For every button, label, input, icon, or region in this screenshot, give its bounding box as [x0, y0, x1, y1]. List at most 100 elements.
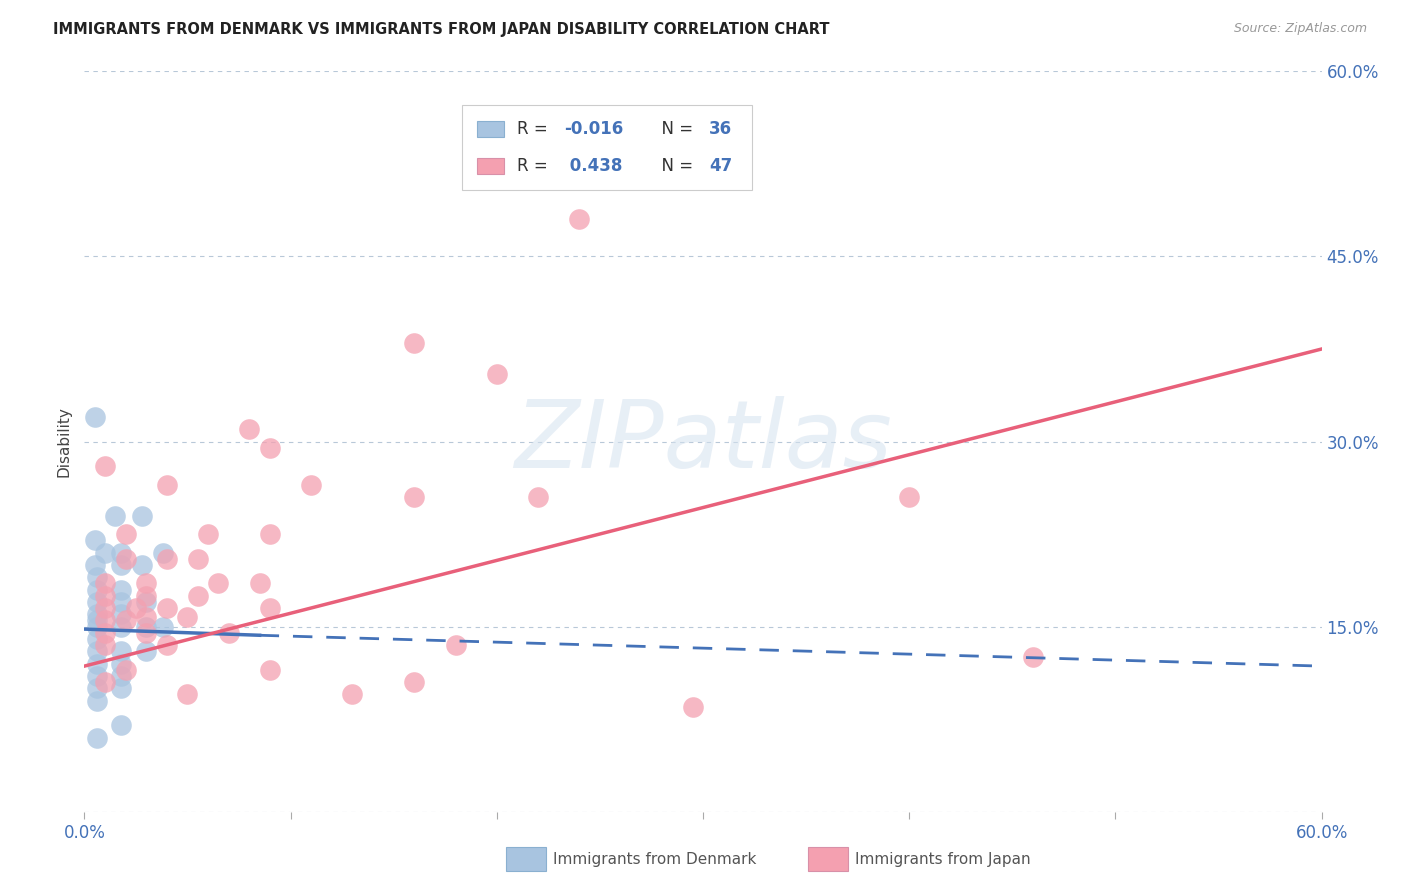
Text: 36: 36	[709, 120, 733, 138]
Text: 47: 47	[709, 157, 733, 175]
Point	[86, 570, 108, 584]
Point	[110, 681, 132, 696]
Point	[135, 619, 157, 633]
Point	[299, 477, 322, 491]
Point	[152, 546, 174, 560]
Point	[94, 638, 117, 652]
Point	[682, 699, 704, 714]
Point	[259, 441, 281, 455]
Point	[404, 490, 426, 504]
FancyBboxPatch shape	[477, 158, 503, 174]
Point	[630, 113, 652, 128]
Point	[156, 601, 179, 615]
Text: N =: N =	[651, 157, 699, 175]
Point	[485, 367, 508, 381]
Point	[86, 681, 108, 696]
Point	[131, 508, 153, 523]
Point	[135, 644, 157, 658]
Point	[94, 546, 117, 560]
Point	[94, 614, 117, 628]
Point	[114, 663, 136, 677]
Point	[86, 644, 108, 658]
Point	[156, 477, 179, 491]
Point	[342, 688, 364, 702]
Point	[114, 527, 136, 541]
Point	[135, 625, 157, 640]
Point	[176, 609, 198, 624]
Point	[135, 595, 157, 609]
Point	[110, 558, 132, 572]
Point	[83, 533, 105, 548]
Point	[259, 601, 281, 615]
Point	[187, 551, 209, 566]
FancyBboxPatch shape	[477, 121, 503, 137]
Point	[898, 490, 921, 504]
Point	[110, 546, 132, 560]
Point	[1022, 650, 1045, 665]
Point	[83, 558, 105, 572]
Point	[527, 490, 550, 504]
Point	[404, 675, 426, 690]
Point	[86, 619, 108, 633]
Point	[197, 527, 219, 541]
FancyBboxPatch shape	[461, 104, 752, 190]
Text: R =: R =	[517, 157, 554, 175]
Text: Source: ZipAtlas.com: Source: ZipAtlas.com	[1233, 22, 1367, 36]
Text: 0.438: 0.438	[564, 157, 623, 175]
Point	[94, 576, 117, 591]
Point	[249, 576, 271, 591]
Point	[86, 632, 108, 646]
Point	[86, 595, 108, 609]
Point	[568, 212, 591, 227]
Point	[110, 718, 132, 732]
Point	[110, 669, 132, 683]
Point	[94, 459, 117, 474]
Point	[86, 669, 108, 683]
Point	[110, 582, 132, 597]
Text: Immigrants from Japan: Immigrants from Japan	[855, 853, 1031, 867]
Text: ZIPatlas: ZIPatlas	[515, 396, 891, 487]
Point	[152, 619, 174, 633]
Point	[444, 638, 467, 652]
Point	[94, 589, 117, 603]
Point	[86, 582, 108, 597]
Point	[86, 614, 108, 628]
Point	[86, 607, 108, 622]
Point	[187, 589, 209, 603]
Point	[125, 601, 148, 615]
Point	[135, 609, 157, 624]
Point	[94, 601, 117, 615]
Point	[135, 589, 157, 603]
Text: -0.016: -0.016	[564, 120, 624, 138]
Point	[114, 614, 136, 628]
Text: IMMIGRANTS FROM DENMARK VS IMMIGRANTS FROM JAPAN DISABILITY CORRELATION CHART: IMMIGRANTS FROM DENMARK VS IMMIGRANTS FR…	[53, 22, 830, 37]
Text: R =: R =	[517, 120, 554, 138]
Text: N =: N =	[651, 120, 699, 138]
Point	[94, 675, 117, 690]
Point	[259, 663, 281, 677]
Point	[110, 607, 132, 622]
Point	[238, 422, 260, 436]
Point	[86, 731, 108, 745]
Point	[207, 576, 229, 591]
Point	[83, 409, 105, 424]
Text: Immigrants from Denmark: Immigrants from Denmark	[553, 853, 756, 867]
Point	[218, 625, 240, 640]
Point	[176, 688, 198, 702]
Point	[110, 644, 132, 658]
Point	[86, 694, 108, 708]
Point	[131, 558, 153, 572]
Point	[104, 508, 127, 523]
Point	[156, 638, 179, 652]
Point	[110, 619, 132, 633]
Point	[156, 551, 179, 566]
Point	[110, 595, 132, 609]
Point	[94, 625, 117, 640]
Point	[110, 657, 132, 671]
Point	[404, 335, 426, 350]
Point	[135, 576, 157, 591]
Y-axis label: Disability: Disability	[56, 406, 72, 477]
Point	[259, 527, 281, 541]
Point	[86, 657, 108, 671]
Point	[114, 551, 136, 566]
